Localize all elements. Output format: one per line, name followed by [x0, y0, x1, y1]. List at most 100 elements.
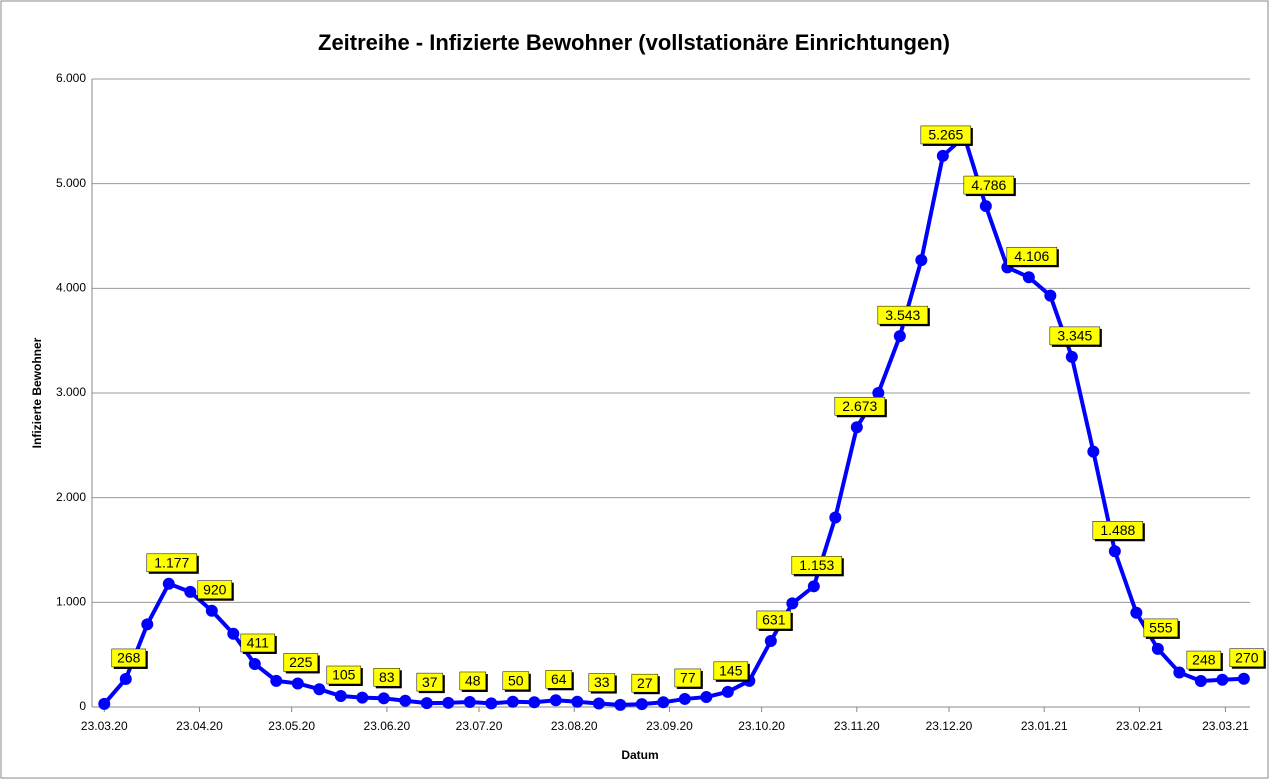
label-box	[1229, 648, 1265, 667]
point	[1087, 445, 1100, 458]
point	[936, 149, 949, 162]
x-tick-label: 23.05.20	[268, 719, 315, 733]
data-label: 4.786	[971, 177, 1006, 193]
point	[1237, 672, 1250, 685]
x-tick-label: 23.09.20	[646, 719, 693, 733]
label-box	[834, 396, 886, 416]
label-box	[111, 648, 147, 668]
data-label: 48	[465, 673, 481, 689]
point	[98, 697, 111, 710]
data-label: 27	[637, 675, 653, 691]
data-label: 3.543	[885, 307, 920, 323]
data-label: 555	[1149, 620, 1173, 636]
x-tick-label: 23.03.21	[1202, 719, 1249, 733]
point	[571, 695, 584, 708]
label-box	[502, 671, 530, 691]
x-tick-label: 23.11.20	[834, 719, 880, 733]
label-box	[713, 661, 749, 681]
point	[420, 697, 433, 710]
label-box	[416, 672, 444, 692]
data-label: 105	[332, 667, 356, 683]
point	[592, 697, 605, 710]
y-tick-label: 4.000	[56, 281, 86, 295]
point	[635, 698, 648, 711]
point	[1065, 350, 1078, 363]
data-label: 411	[247, 635, 270, 651]
label-box	[459, 671, 487, 691]
data-label: 37	[422, 674, 438, 690]
point	[657, 696, 670, 709]
label-box	[877, 305, 929, 325]
label-box	[1186, 650, 1222, 670]
point	[614, 698, 627, 711]
label-box	[283, 653, 319, 672]
data-label: 1.488	[1100, 522, 1135, 538]
x-tick-label: 23.07.20	[456, 719, 503, 733]
label-box	[963, 175, 1015, 195]
x-tick-label: 23.10.20	[738, 719, 785, 733]
point	[463, 695, 476, 708]
label-box	[373, 668, 401, 687]
point	[227, 627, 240, 640]
x-tick-label: 23.12.20	[926, 719, 973, 733]
point	[979, 200, 992, 213]
point	[1022, 271, 1035, 284]
point	[291, 677, 304, 690]
point	[313, 683, 326, 696]
data-label: 64	[551, 671, 567, 687]
label-box	[631, 673, 659, 693]
y-tick-label: 0	[79, 699, 86, 713]
point	[1194, 675, 1207, 688]
data-label: 1.177	[154, 555, 189, 571]
point	[764, 634, 777, 647]
point	[872, 387, 885, 399]
label-box	[920, 125, 972, 145]
data-label: 270	[1235, 649, 1259, 665]
point	[377, 692, 390, 705]
x-tick-label: 23.08.20	[551, 719, 598, 733]
data-label: 77	[680, 670, 696, 686]
y-axis-title: Infizierte Bewohner	[30, 337, 44, 448]
x-tick-label: 23.06.20	[364, 719, 411, 733]
point	[1151, 642, 1164, 655]
label-box	[240, 633, 276, 653]
label-box	[1092, 521, 1144, 540]
label-box	[1049, 326, 1101, 346]
data-label: 5.265	[928, 127, 963, 143]
point	[721, 685, 734, 698]
data-label: 631	[762, 612, 786, 628]
x-tick-label: 23.04.20	[176, 719, 223, 733]
label-box	[545, 670, 573, 689]
y-tick-label: 2.000	[56, 490, 86, 504]
y-tick-label: 3.000	[56, 385, 86, 399]
y-tick-label: 6.000	[56, 71, 86, 85]
point	[829, 511, 842, 524]
label-box	[326, 665, 362, 685]
data-label: 50	[508, 672, 524, 688]
data-label: 33	[594, 674, 610, 690]
point	[678, 692, 691, 705]
data-label: 145	[719, 663, 743, 679]
x-tick-label: 23.03.20	[81, 719, 128, 733]
point	[485, 697, 498, 710]
data-label: 268	[117, 650, 141, 666]
chart-title: Zeitreihe - Infizierte Bewohner (vollsta…	[318, 30, 950, 55]
point	[184, 585, 197, 598]
point	[119, 672, 132, 685]
point	[915, 254, 928, 267]
point	[549, 694, 562, 707]
point	[399, 694, 412, 707]
point	[442, 696, 455, 709]
label-box	[756, 610, 792, 630]
y-tick-label: 1.000	[56, 595, 86, 609]
point	[1173, 666, 1186, 679]
point	[205, 604, 218, 617]
label-box	[197, 580, 233, 599]
point	[248, 657, 261, 670]
point	[1044, 289, 1057, 302]
label-box	[588, 673, 616, 692]
point	[700, 691, 713, 704]
label-box	[146, 553, 198, 573]
